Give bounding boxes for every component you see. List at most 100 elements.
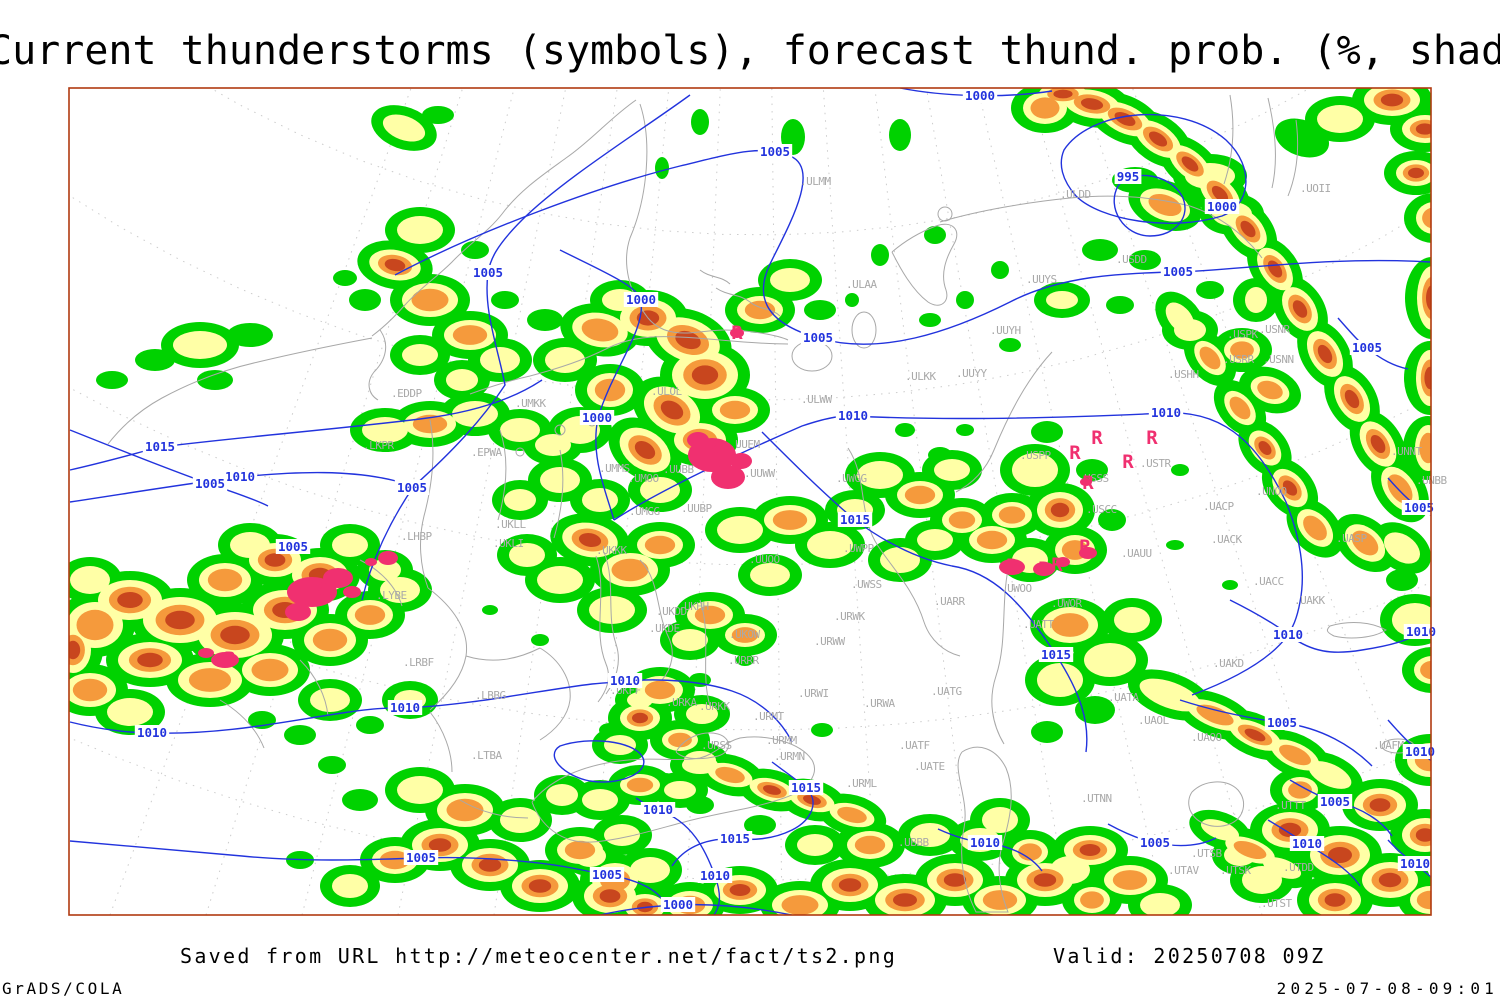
prob-shade-blob [1098,509,1126,531]
station-label: .UNBB [1416,474,1447,487]
prob-shade-blob [736,654,754,666]
prob-shade-blob [535,434,571,456]
isobar-label: 1000 [663,897,693,912]
prob-shade-blob [672,629,708,651]
isobar-label-box [1038,647,1074,662]
prob-shade-blob [1292,300,1308,318]
prob-shade-blob [1082,239,1118,261]
prob-shade-blob [318,756,346,774]
thunderstorm-icon: R [224,648,236,670]
isobar-label: 1010 [137,725,167,740]
prob-shade-blob [1174,319,1206,341]
station-label: .UAKD [1213,657,1244,670]
prob-shade-blob [803,795,821,805]
prob-shade-blob [655,157,669,179]
coastline-path [1326,622,1387,639]
station-label: .UTST [1261,897,1292,910]
prob-shade-blob [264,553,286,567]
coastline-path [465,647,541,661]
thunderstorm-area [198,648,214,658]
prob-shade-blob [943,873,967,887]
station-label: .UKHH [678,600,709,613]
prob-shade-blob [220,625,250,645]
prob-shade-blob [1139,678,1201,712]
prob-shade-blob [1344,389,1360,409]
prob-shade-blob [838,878,862,892]
prob-shade-blob [1053,89,1073,99]
coastline-path [219,699,265,749]
isobar-label-box [1160,264,1196,279]
prob-shade-blob [1408,167,1424,179]
coastline-path [715,287,781,317]
prob-shade-blob [731,627,759,643]
station-label: .UBBB [898,836,929,849]
coastline-path [1267,97,1276,189]
prob-shade-blob [1196,704,1234,726]
prob-shade-blob [594,378,626,402]
prob-shade-blob [1405,257,1431,339]
prob-shade-blob [173,331,227,359]
prob-shade-blob [1033,873,1057,887]
prob-shade-blob [1317,105,1363,133]
station-label: .UACC [1253,575,1284,588]
station-label: .UNNT [1391,445,1422,458]
prob-shade-blob [797,834,833,856]
prob-shade-blob [644,680,676,700]
isobar-label-box [623,292,659,307]
isobar-line [69,379,543,471]
prob-shade-blob [627,692,653,708]
prob-shade-blob [1257,380,1283,400]
isobar-label: 1010 [970,835,1000,850]
thunderstorm-icon: R [1122,451,1134,473]
prob-shade-blob [411,288,449,312]
station-label: .URSS [701,739,732,752]
coastline-path [459,799,529,819]
prob-shade-blob [1114,607,1150,633]
isobar-label-box [1148,405,1184,420]
thunderstorm-area [730,328,744,338]
isobar-label-box [1114,169,1142,184]
prob-shade-blob [1245,287,1267,313]
prob-shade-blob [402,344,438,366]
prob-shade-blob [1046,291,1078,309]
station-label: .UWGG [836,472,867,485]
isobar-label-box [1137,835,1173,850]
station-label: .LKPR [363,439,394,452]
isobar-label: 1005 [1267,715,1297,730]
prob-shade-blob [527,309,563,331]
prob-shade-blob [70,566,110,594]
prob-shade-blob [1244,728,1266,742]
isobar-label-box [589,867,625,882]
isobar-label-box [757,144,793,159]
prob-shade-blob [362,417,408,443]
prob-shade-blob [1383,532,1421,564]
prob-shade-blob [379,850,411,870]
prob-shade-blob [717,516,763,544]
prob-shade-blob [1415,123,1431,135]
prob-shade-blob [1351,530,1379,556]
prob-shade-blob [1030,97,1060,119]
isobar-label-box [403,850,439,865]
prob-shade-blob [452,401,498,427]
prob-shade-blob [604,735,636,755]
prob-shade-blob [135,349,175,371]
station-label: .URMM [766,734,797,747]
prob-shade-blob [1140,893,1180,915]
prob-shade-blob [1196,281,1224,299]
thunderstorm-area [1079,547,1097,559]
thunderstorm-icon: R [1079,536,1091,558]
prob-shade-blob [1018,843,1042,861]
prob-shade-blob [478,858,502,872]
isobar-label-box [800,330,836,345]
prob-shade-blob [354,605,386,625]
prob-shade-blob [1404,193,1431,243]
prob-shade-blob [1279,744,1311,766]
prob-shade-blob [1422,207,1431,229]
prob-shade-blob [1414,656,1431,684]
station-label: .UUBB [663,463,694,476]
thunderstorm-area [378,551,398,565]
station-label: .UATE [914,760,945,773]
isobar-label-box [579,410,615,425]
prob-shade-blob [1211,185,1229,203]
prob-shade-blob [1370,434,1386,454]
